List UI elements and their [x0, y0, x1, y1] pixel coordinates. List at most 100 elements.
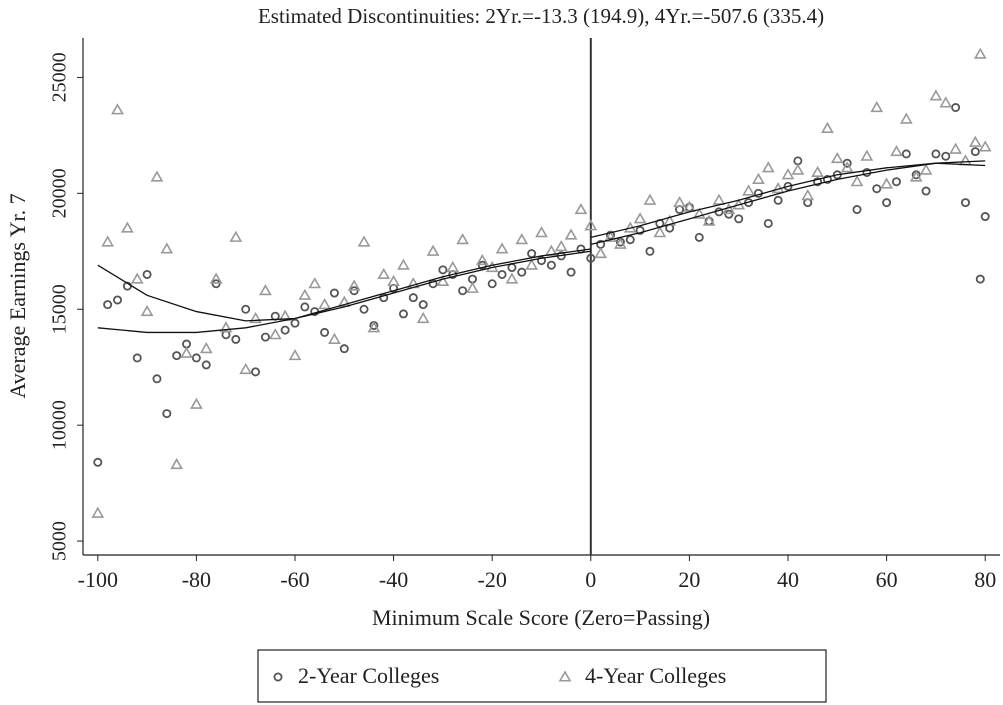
point — [791, 163, 805, 175]
point — [899, 112, 913, 124]
point — [850, 175, 864, 187]
point — [564, 228, 578, 240]
point — [93, 457, 103, 467]
point — [821, 121, 834, 133]
y-axis-label: Average Earnings Yr. 7 — [5, 193, 30, 398]
point — [842, 158, 852, 168]
x-tick-label: 80 — [974, 567, 996, 592]
point — [180, 346, 193, 358]
point — [694, 232, 704, 242]
point — [939, 96, 953, 108]
point — [535, 226, 548, 238]
point — [941, 151, 951, 161]
point — [752, 172, 765, 184]
point — [162, 409, 172, 419]
point — [882, 198, 892, 208]
point — [199, 342, 213, 354]
point — [475, 253, 489, 266]
point — [870, 100, 884, 113]
point — [418, 300, 428, 310]
point — [416, 311, 430, 324]
point — [702, 214, 716, 226]
point — [466, 281, 479, 293]
point — [801, 189, 815, 201]
point — [349, 286, 359, 296]
point — [901, 149, 911, 159]
point — [132, 353, 142, 363]
x-tick-label: -80 — [182, 567, 211, 592]
point — [280, 325, 290, 335]
y-tick-label: 25000 — [49, 52, 71, 102]
point — [507, 263, 517, 273]
point — [182, 339, 192, 349]
point — [931, 149, 941, 159]
fit-line — [97, 250, 591, 322]
point — [635, 225, 645, 235]
point — [398, 309, 408, 319]
point — [241, 304, 251, 314]
point — [890, 144, 903, 157]
point — [201, 360, 211, 370]
point — [397, 258, 410, 270]
point — [970, 147, 980, 157]
point — [211, 279, 221, 289]
point — [633, 212, 647, 224]
point — [960, 198, 970, 208]
point — [811, 165, 824, 178]
point — [921, 186, 931, 196]
point — [625, 235, 635, 245]
y-tick-label: 20000 — [49, 168, 71, 218]
point — [919, 163, 933, 175]
legend-label: 4-Year Colleges — [585, 663, 726, 688]
point — [546, 260, 556, 270]
legend-marker — [273, 672, 283, 682]
point — [160, 242, 174, 254]
point — [692, 207, 706, 219]
point — [576, 244, 586, 254]
point — [140, 304, 154, 317]
point — [359, 304, 369, 314]
point — [712, 193, 726, 205]
point — [742, 184, 755, 196]
point — [515, 233, 529, 245]
point — [467, 274, 477, 284]
point — [367, 321, 381, 333]
point — [377, 267, 391, 280]
point — [172, 351, 182, 361]
point — [320, 327, 330, 337]
point — [643, 193, 657, 205]
point — [525, 258, 539, 270]
legend-label: 2-Year Colleges — [298, 663, 439, 688]
point — [852, 205, 862, 215]
point — [268, 328, 282, 340]
point — [554, 240, 568, 252]
point — [191, 353, 201, 363]
point — [458, 286, 468, 296]
point — [614, 237, 627, 249]
point — [724, 209, 734, 219]
point — [978, 140, 992, 152]
point — [830, 151, 844, 164]
point — [288, 349, 302, 361]
point — [337, 295, 351, 307]
point — [91, 506, 105, 518]
point — [951, 103, 961, 113]
point — [505, 272, 519, 284]
point — [813, 177, 823, 187]
point — [975, 274, 985, 284]
x-tick-label: 40 — [777, 567, 799, 592]
point — [219, 321, 233, 333]
point — [357, 235, 371, 247]
point — [290, 318, 300, 328]
point — [170, 457, 184, 470]
point — [446, 260, 460, 273]
point — [862, 167, 872, 177]
fit-line — [590, 160, 986, 245]
point — [103, 300, 113, 310]
point — [980, 212, 990, 222]
point — [387, 274, 400, 286]
point — [209, 272, 223, 284]
point — [860, 149, 874, 161]
point — [645, 246, 655, 256]
fit-line — [590, 162, 986, 239]
